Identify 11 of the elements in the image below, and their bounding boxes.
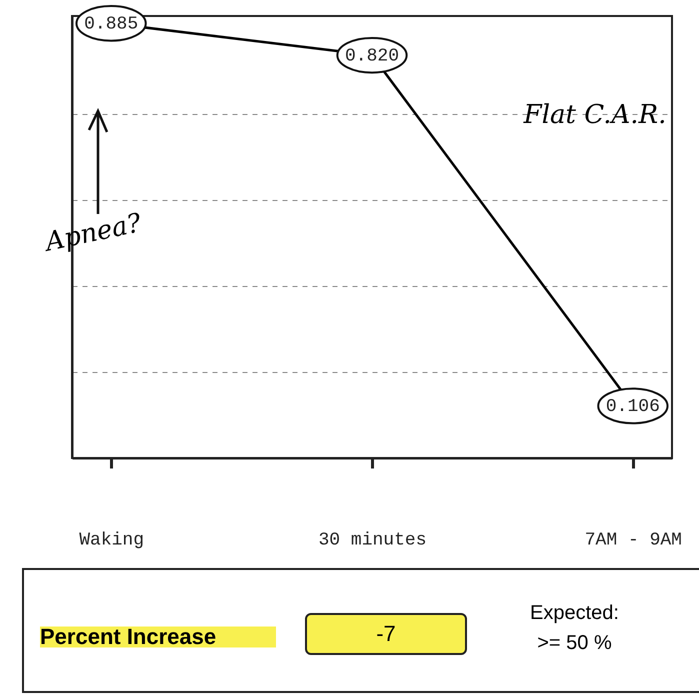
- x-tick-label: 30 minutes: [318, 530, 427, 550]
- data-label: 0.106: [606, 396, 660, 417]
- data-label: 0.885: [84, 14, 138, 34]
- x-tick-label: 7AM - 9AM: [584, 530, 682, 550]
- text: Percent Increase: [40, 622, 276, 652]
- text: Expected: >= 50 %: [530, 601, 619, 656]
- text: -7: [305, 613, 467, 655]
- annotation: Apnea?: [42, 208, 144, 259]
- data-label: 0.820: [344, 46, 400, 66]
- annotation: Flat C.A.R.: [522, 100, 668, 132]
- x-tick-label: Waking: [79, 530, 144, 550]
